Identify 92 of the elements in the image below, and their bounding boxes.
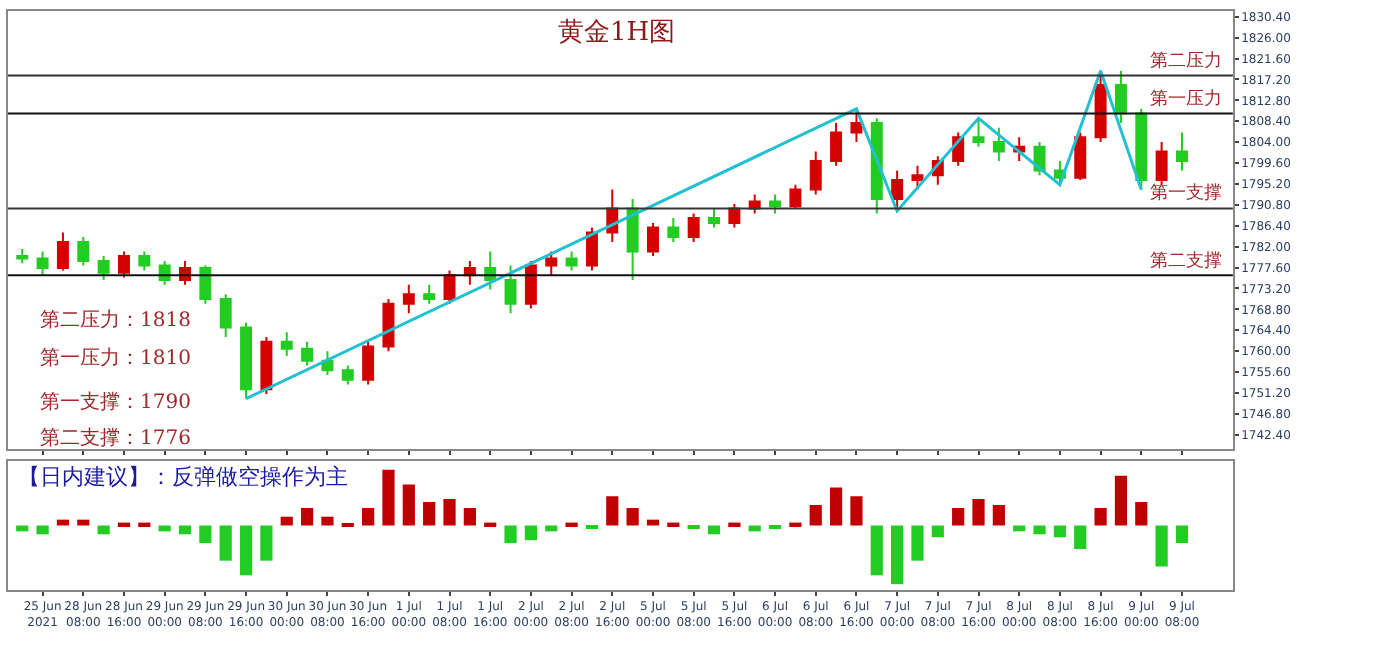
bar: [992, 504, 1005, 526]
bar: [1135, 502, 1148, 526]
bar: [931, 525, 944, 538]
candlestick: [280, 331, 293, 357]
bar: [809, 504, 822, 526]
candlestick: [1135, 107, 1148, 191]
candlestick: [56, 231, 69, 272]
bar: [443, 499, 456, 526]
candlestick: [646, 221, 659, 258]
candlestick: [240, 321, 253, 400]
bar: [1053, 525, 1066, 538]
bar: [423, 502, 436, 526]
candlestick: [16, 248, 29, 265]
annotation: 【日内建议】：反弹做空操作为主: [18, 464, 348, 490]
candlestick: [524, 259, 537, 310]
candlestick: [1175, 131, 1188, 172]
candlestick: [382, 297, 395, 353]
candlestick: [219, 293, 232, 338]
ref-line-label: 第一压力: [1150, 88, 1222, 110]
bar: [280, 516, 293, 526]
bar: [911, 525, 924, 561]
candlestick: [1074, 131, 1087, 182]
candlestick: [423, 283, 436, 305]
candlestick: [585, 226, 598, 272]
candlestick: [789, 183, 802, 210]
bar: [606, 496, 619, 526]
candlestick: [565, 250, 578, 272]
bar: [1033, 525, 1046, 535]
bar: [972, 499, 985, 526]
candlestick: [626, 198, 639, 281]
bar: [1094, 507, 1107, 526]
candlestick: [830, 122, 843, 167]
bar: [504, 525, 517, 544]
bar: [1074, 525, 1087, 549]
bar: [829, 487, 843, 526]
candlestick: [97, 255, 110, 281]
candlestick: [809, 150, 822, 196]
candlestick: [362, 340, 375, 386]
chart-title: 黄金1H图: [558, 18, 676, 48]
candlestick: [341, 364, 354, 386]
bar: [870, 525, 883, 576]
candlestick: [708, 207, 720, 229]
candlestick: [911, 164, 924, 191]
bar: [36, 525, 49, 535]
bar: [1175, 525, 1189, 544]
annotation: 第一支撑：1790: [40, 390, 191, 414]
bar: [646, 519, 660, 526]
candlestick: [117, 250, 130, 279]
bar: [952, 507, 965, 526]
bar: [463, 507, 476, 526]
annotation: 第二支撑：1776: [40, 426, 191, 450]
candlestick: [972, 117, 985, 148]
candlestick: [870, 117, 883, 215]
bar: [626, 507, 639, 526]
bar: [382, 469, 395, 526]
bar: [1114, 475, 1128, 526]
candlestick: [545, 250, 558, 277]
candlestick: [260, 335, 273, 395]
annotation: 第二压力：1818: [40, 308, 191, 332]
bar: [239, 525, 253, 576]
annotation: 第一压力：1810: [40, 346, 191, 370]
candlestick: [36, 250, 49, 277]
candlestick: [138, 250, 151, 272]
candlestick: [687, 212, 700, 243]
candlestick: [891, 169, 904, 212]
bar: [362, 507, 375, 526]
bar: [56, 519, 70, 526]
candlestick: [850, 107, 863, 144]
candlestick: [504, 264, 517, 315]
candlestick: [301, 340, 314, 367]
bar: [1155, 525, 1168, 567]
bar: [524, 525, 537, 541]
ref-line-label: 第二支撑: [1150, 250, 1222, 272]
bar: [300, 507, 314, 526]
candlestick: [199, 264, 212, 305]
ref-line-label: 第二压力: [1150, 50, 1222, 72]
bar: [321, 516, 334, 526]
bar: [402, 484, 415, 526]
candlestick: [1114, 69, 1127, 125]
candlestick: [1155, 141, 1168, 186]
candlestick: [769, 193, 782, 215]
candlestick: [77, 236, 90, 267]
candlestick: [402, 283, 415, 315]
bar: [850, 496, 863, 526]
bar: [260, 525, 273, 561]
ref-line-label: 第一支撑: [1150, 182, 1222, 204]
bar: [219, 525, 232, 561]
bar: [891, 525, 904, 585]
bar: [199, 525, 212, 544]
bar: [77, 519, 90, 526]
candlestick: [667, 217, 680, 243]
candlestick: [992, 126, 1005, 163]
